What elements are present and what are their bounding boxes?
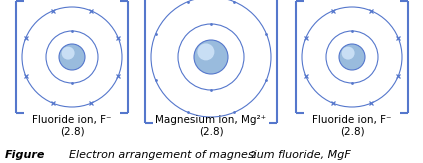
Text: Fluoride ion, F⁻: Fluoride ion, F⁻ bbox=[32, 115, 112, 125]
Text: (2.8): (2.8) bbox=[60, 127, 84, 137]
Circle shape bbox=[339, 44, 365, 70]
Text: (2.8): (2.8) bbox=[199, 127, 223, 137]
Text: Magnesium ion, Mg²⁺: Magnesium ion, Mg²⁺ bbox=[155, 115, 266, 125]
Circle shape bbox=[194, 40, 228, 74]
Circle shape bbox=[59, 44, 85, 70]
Text: $_2$: $_2$ bbox=[250, 150, 256, 162]
Circle shape bbox=[198, 43, 214, 60]
Text: (2.8): (2.8) bbox=[340, 127, 364, 137]
Text: Electron arrangement of magnesium fluoride, MgF: Electron arrangement of magnesium fluori… bbox=[55, 150, 351, 160]
Text: Fluoride ion, F⁻: Fluoride ion, F⁻ bbox=[312, 115, 392, 125]
Text: Figure: Figure bbox=[5, 150, 45, 160]
Circle shape bbox=[62, 47, 74, 60]
Circle shape bbox=[342, 47, 354, 60]
